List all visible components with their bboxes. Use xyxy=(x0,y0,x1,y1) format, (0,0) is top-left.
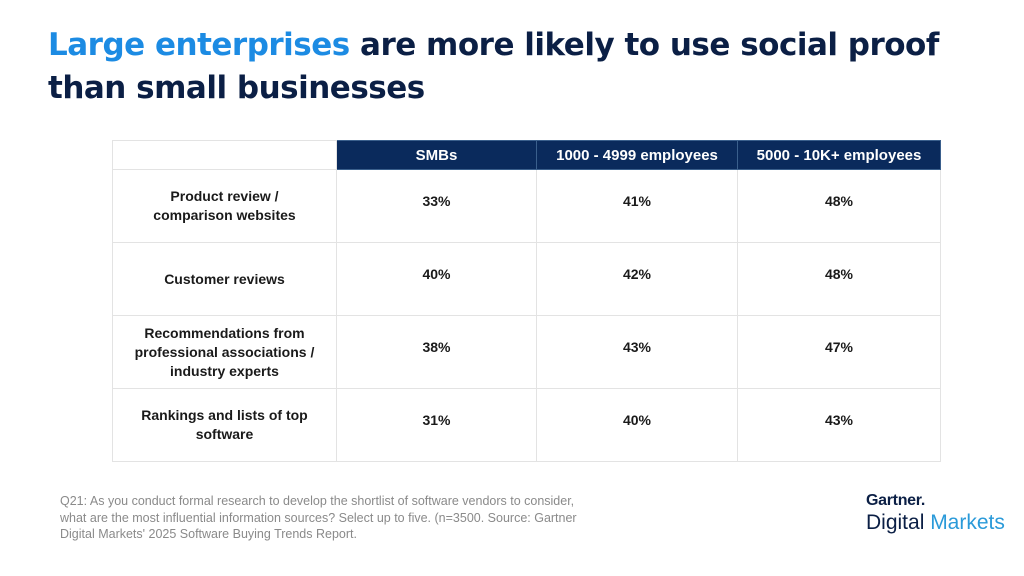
table-cell: 33% xyxy=(336,169,537,243)
column-header: 1000 - 4999 employees xyxy=(536,140,738,170)
title-accent: Large enterprises xyxy=(48,27,350,63)
table-cell: 40% xyxy=(536,388,738,462)
row-label: Recommendations from professional associ… xyxy=(112,315,337,389)
logo-markets: Markets xyxy=(924,511,1005,534)
logo-digital: Digital xyxy=(866,511,925,534)
header-blank xyxy=(112,140,337,170)
table-cell: 31% xyxy=(336,388,537,462)
row-label: Product review / comparison websites xyxy=(112,169,337,243)
row-label: Rankings and lists of top software xyxy=(112,388,337,462)
table-cell: 40% xyxy=(336,242,537,316)
title-rest: are more likely to use social proof than… xyxy=(48,27,939,106)
gartner-logo: Gartner. Digital Markets xyxy=(866,492,1005,535)
table-row: Rankings and lists of top software 31% 40%… xyxy=(112,388,941,462)
table-cell: 38% xyxy=(336,315,537,389)
column-header: 5000 - 10K+ employees xyxy=(737,140,941,170)
table-row: Product review / comparison websites 33% 4… xyxy=(112,169,941,243)
table-cell: 48% xyxy=(737,169,941,243)
slide-title: Large enterprises are more likely to use… xyxy=(48,24,1008,110)
table-cell: 43% xyxy=(536,315,738,389)
table-cell: 41% xyxy=(536,169,738,243)
table-cell: 48% xyxy=(737,242,941,316)
data-table: SMBs 1000 - 4999 employees 5000 - 10K+ e… xyxy=(112,140,941,462)
table-cell: 47% xyxy=(737,315,941,389)
table-row: Recommendations from professional associ… xyxy=(112,315,941,389)
header-row: SMBs 1000 - 4999 employees 5000 - 10K+ e… xyxy=(112,140,941,170)
column-header: SMBs xyxy=(336,140,537,170)
footnote: Q21: As you conduct formal research to d… xyxy=(60,494,577,541)
logo-gartner: Gartner. xyxy=(866,492,925,509)
logo-digital-markets: Digital Markets xyxy=(866,511,1005,535)
table-row: Customer reviews 40% 42% 48% xyxy=(112,242,941,316)
row-label: Customer reviews xyxy=(112,242,337,316)
table-cell: 43% xyxy=(737,388,941,462)
table-cell: 42% xyxy=(536,242,738,316)
